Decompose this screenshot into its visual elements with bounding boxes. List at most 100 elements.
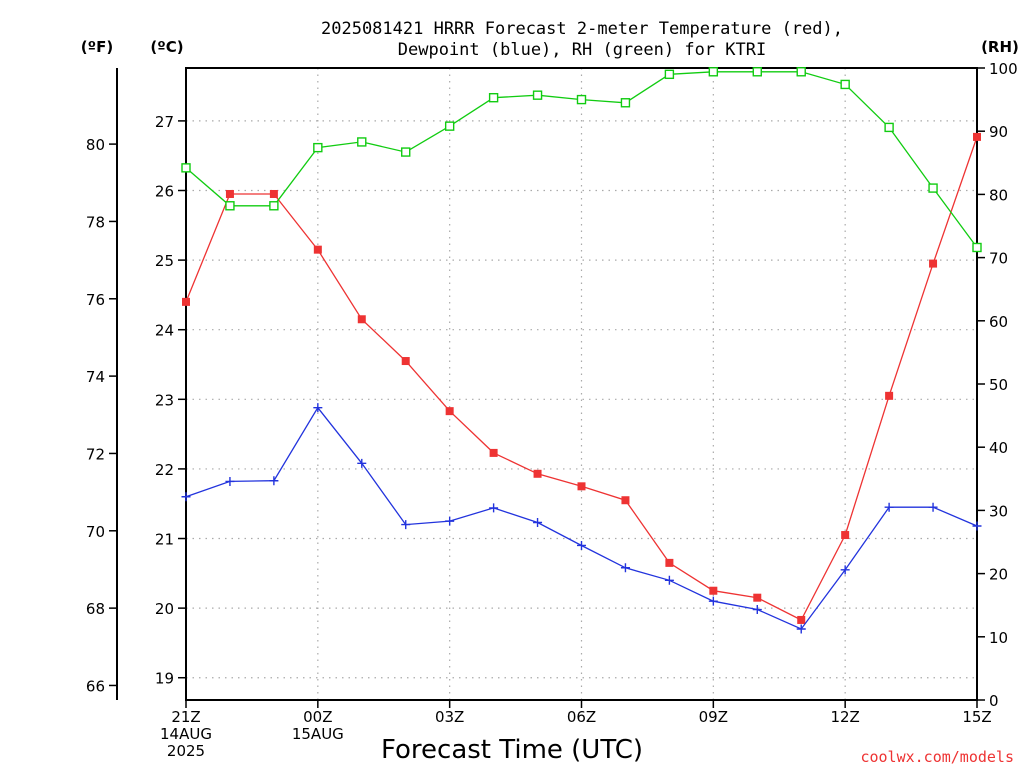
temperature-point (269, 189, 278, 198)
celsius-tick-label: 27 (155, 113, 174, 131)
dewpoint-point (664, 575, 674, 585)
fahrenheit-tick-label: 74 (86, 368, 105, 386)
x-tick-label: 21Z (171, 708, 200, 726)
temperature-point (401, 357, 410, 366)
rh-point (401, 147, 411, 157)
temperature-point (225, 189, 234, 198)
temperature-point (577, 482, 586, 491)
x-tick-label: 00Z (303, 708, 332, 726)
dewpoint-point (225, 476, 235, 486)
fahrenheit-tick-label: 72 (86, 445, 105, 463)
temperature-point (182, 297, 190, 306)
series-layer (181, 67, 982, 634)
rh-point (488, 93, 499, 103)
temperature-point (753, 593, 762, 602)
rh-tick-label: 80 (989, 186, 1008, 204)
x-tick-label: 12Z (830, 708, 859, 726)
rh-point (928, 183, 938, 193)
rh-tick-label: 40 (989, 439, 1008, 457)
rh-point (796, 67, 806, 77)
rh-tick-label: 70 (989, 250, 1008, 268)
series-temperature (182, 132, 981, 624)
dewpoint-point (181, 492, 191, 502)
celsius-tick-label: 19 (155, 670, 174, 688)
chart-title-line-1: 2025081421 HRRR Forecast 2-meter Tempera… (321, 19, 843, 39)
celsius-tick-label: 22 (155, 461, 174, 479)
x-tick-label: 14AUG (160, 725, 212, 743)
series-dewpoint (181, 403, 982, 634)
dewpoint-point (269, 476, 279, 486)
rh-tick-label: 90 (989, 123, 1008, 141)
fahrenheit-tick-label: 66 (86, 677, 105, 695)
dewpoint-point (752, 605, 762, 615)
rh-point (620, 98, 631, 108)
rh-point (752, 67, 762, 77)
dewpoint-point (445, 516, 455, 526)
plot-frame (185, 67, 978, 701)
dewpoint-point (884, 502, 894, 512)
temperature-point (621, 496, 630, 505)
fahrenheit-tick-label: 70 (86, 523, 105, 541)
temperature-point (797, 615, 806, 624)
celsius-unit-label: (ºC) (150, 38, 183, 56)
dewpoint-point (840, 565, 850, 575)
rh-tick-label: 100 (989, 60, 1018, 78)
fahrenheit-unit-label: (ºF) (81, 38, 113, 56)
x-tick-label: 15AUG (292, 725, 344, 743)
temperature-point (313, 245, 322, 254)
celsius-tick-label: 20 (155, 600, 174, 618)
rh-point (181, 163, 191, 173)
temperature-point (929, 259, 938, 268)
celsius-tick-label: 26 (155, 183, 174, 201)
rh-tick-label: 60 (989, 313, 1008, 331)
fahrenheit-tick-label: 80 (86, 136, 105, 154)
fahrenheit-tick-label: 78 (86, 213, 105, 231)
temperature-point (533, 469, 542, 478)
x-tick-label: 15Z (962, 708, 991, 726)
dewpoint-point (357, 458, 367, 468)
temperature-point (885, 391, 894, 400)
rh-point (357, 137, 367, 147)
x-tick-label: 09Z (699, 708, 728, 726)
rh-unit-label: (RH) (981, 38, 1019, 56)
axes: 19 20 21 22 23 24 25 26 27 66 68 70 72 74 76 78 80 0 10 20 3… (86, 60, 1018, 760)
chart-title-line-2: Dewpoint (blue), RH (green) for KTRI (398, 40, 766, 60)
rh-tick-label: 0 (989, 692, 999, 710)
dewpoint-point (796, 624, 806, 634)
rh-tick-label: 30 (989, 502, 1008, 520)
rh-point (532, 90, 543, 100)
rh-point (269, 201, 279, 211)
dewpoint-point (577, 540, 586, 550)
x-tick-label: 03Z (435, 708, 464, 726)
rh-point (576, 94, 587, 105)
temperature-point (445, 407, 454, 416)
dewpoint-point (928, 502, 938, 512)
celsius-tick-label: 23 (155, 391, 174, 409)
celsius-tick-label: 24 (155, 322, 174, 340)
dewpoint-point (972, 521, 982, 531)
temperature-point (489, 448, 498, 457)
x-tick-label: 06Z (567, 708, 596, 726)
celsius-tick-label: 25 (155, 252, 174, 270)
rh-tick-label: 10 (989, 629, 1008, 647)
temperature-point (665, 558, 674, 567)
rh-point (664, 69, 675, 80)
dewpoint-point (489, 503, 499, 513)
credit-text: coolwx.com/models (860, 748, 1014, 766)
temperature-point (841, 531, 850, 540)
series-rh (181, 67, 982, 253)
x-tick-label: 2025 (167, 742, 205, 760)
rh-point (840, 79, 850, 90)
rh-point (972, 242, 982, 253)
chart-title: 2025081421 HRRR Forecast 2-meter Tempera… (321, 19, 843, 60)
x-axis-label: Forecast Time (UTC) (381, 735, 643, 765)
dewpoint-point (620, 563, 630, 573)
dewpoint-point (533, 518, 543, 528)
fahrenheit-tick-label: 68 (86, 600, 105, 618)
rh-point (884, 122, 894, 133)
temperature-point (357, 315, 366, 324)
rh-point (313, 142, 323, 153)
rh-point (444, 121, 455, 131)
rh-point (225, 201, 235, 211)
